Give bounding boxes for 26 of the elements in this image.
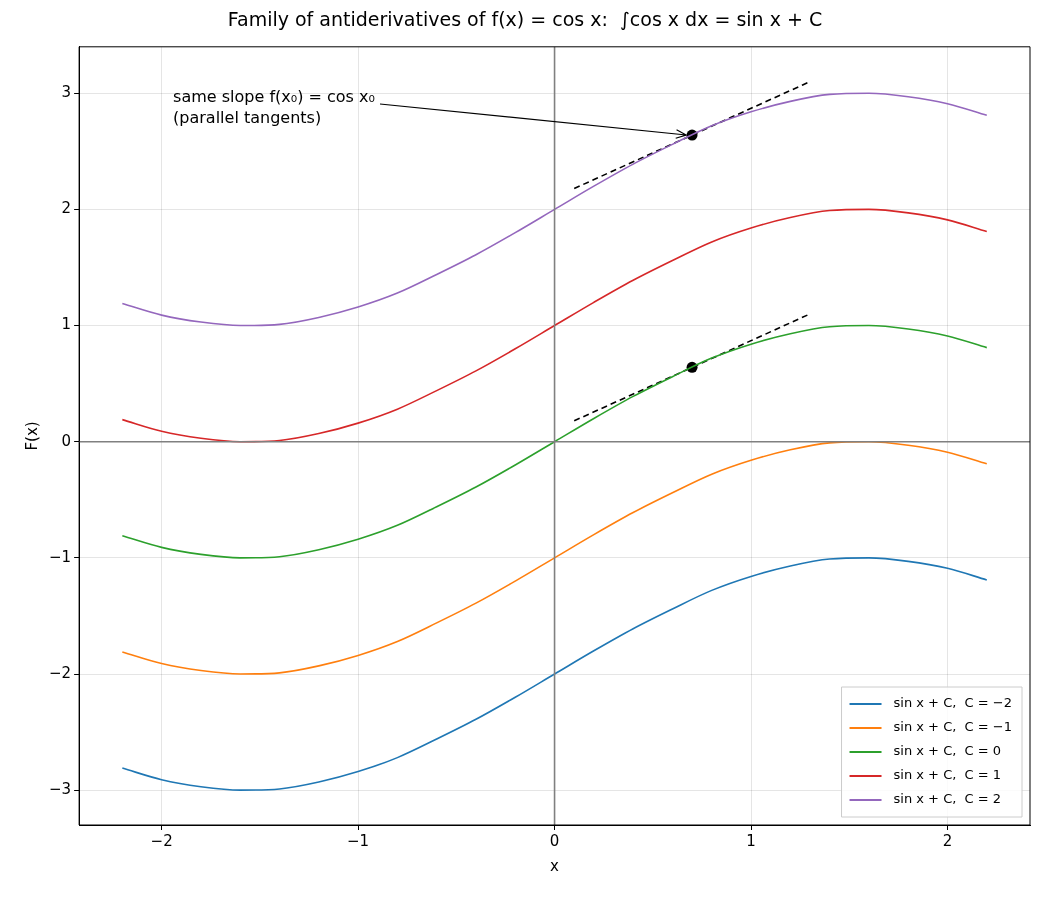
annotation: same slope f(x₀) = cos x₀ (parallel tangents) bbox=[173, 87, 375, 128]
line-series bbox=[121, 92, 988, 327]
x-tick-label: 2 bbox=[942, 831, 953, 850]
y-tick-label: 2 bbox=[61, 199, 72, 218]
legend-label: sin x + C, C = −1 bbox=[893, 719, 1013, 735]
y-tick-label: −3 bbox=[48, 780, 72, 799]
legend-label: sin x + C, C = −2 bbox=[893, 695, 1013, 711]
x-tick-label: −1 bbox=[347, 831, 370, 850]
line-series bbox=[121, 208, 988, 443]
line-series bbox=[121, 324, 988, 559]
line-series bbox=[121, 557, 988, 791]
x-axis-title: x bbox=[550, 856, 560, 875]
line-series bbox=[121, 440, 988, 675]
y-tick-label: 0 bbox=[61, 431, 72, 450]
x-tick-label: 1 bbox=[746, 831, 756, 850]
y-tick-label: −2 bbox=[48, 663, 72, 682]
y-axis-title: F(x) bbox=[22, 421, 41, 451]
legend-label: sin x + C, C = 2 bbox=[893, 791, 1002, 807]
chart-title: Family of antiderivatives of f(x) = cos x: ∫cos x dx = sin x + C bbox=[227, 8, 823, 32]
legend-label: sin x + C, C = 0 bbox=[893, 743, 1002, 759]
y-tick-label: 3 bbox=[61, 83, 72, 102]
y-tick-label: −1 bbox=[48, 547, 72, 566]
y-tick-label: 1 bbox=[61, 315, 72, 334]
legend-label: sin x + C, C = 1 bbox=[893, 767, 1002, 783]
x-tick-label: −2 bbox=[150, 831, 173, 850]
x-tick-label: 0 bbox=[549, 831, 560, 850]
